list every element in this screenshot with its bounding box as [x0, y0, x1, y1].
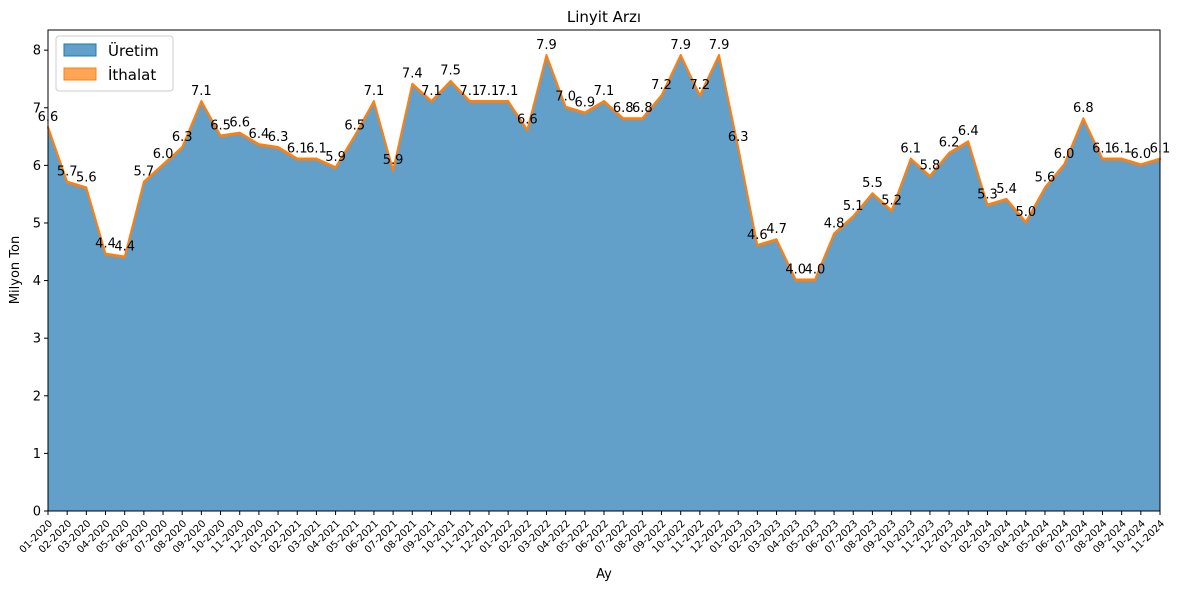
data-label: 7.1 [594, 84, 615, 99]
data-label: 7.1 [191, 84, 212, 99]
y-tick-label: 0 [33, 505, 41, 520]
y-axis-label: Milyon Ton [8, 236, 23, 304]
data-label: 6.4 [958, 124, 979, 139]
data-label: 6.8 [632, 101, 653, 116]
data-label: 5.9 [383, 153, 404, 168]
y-tick-label: 2 [33, 389, 41, 404]
data-label: 5.7 [57, 165, 78, 180]
data-label: 6.5 [344, 118, 365, 133]
data-label: 6.1 [287, 141, 308, 156]
data-label: 6.8 [1073, 101, 1094, 116]
data-label: 7.4 [402, 67, 423, 82]
legend-swatch [63, 67, 97, 81]
data-label: 6.6 [517, 113, 538, 128]
data-label: 7.2 [690, 78, 711, 93]
data-label: 6.1 [900, 141, 921, 156]
data-label: 7.9 [536, 38, 557, 53]
data-label: 5.5 [862, 176, 883, 191]
data-label: 5.9 [325, 150, 346, 165]
data-label: 5.2 [881, 193, 902, 208]
data-label: 6.5 [210, 118, 231, 133]
data-label: 7.1 [364, 84, 385, 99]
y-tick-label: 6 [33, 159, 41, 174]
x-axis-label: Ay [596, 567, 612, 582]
data-label: 6.3 [728, 130, 749, 145]
data-label: 4.8 [824, 216, 845, 231]
data-label: 6.9 [574, 95, 595, 110]
data-label: 7.9 [670, 38, 691, 53]
data-label: 4.0 [785, 262, 806, 277]
data-label: 6.1 [1092, 141, 1113, 156]
data-label: 4.0 [805, 262, 826, 277]
data-label: 5.8 [920, 159, 941, 174]
data-label: 6.3 [268, 130, 289, 145]
y-tick-label: 3 [33, 332, 41, 347]
y-tick-label: 5 [33, 216, 41, 231]
data-label: 6.1 [1150, 141, 1171, 156]
data-label: 7.1 [498, 84, 519, 99]
data-label: 7.5 [440, 64, 461, 79]
data-label: 6.6 [229, 116, 250, 131]
data-label: 5.6 [1035, 170, 1056, 185]
data-label: 7.9 [709, 38, 730, 53]
data-label: 4.7 [766, 222, 787, 237]
legend-swatch [63, 43, 97, 57]
data-label: 7.1 [421, 84, 442, 99]
series-uretim-area [48, 55, 1160, 512]
legend-label: İthalat [108, 65, 156, 84]
data-label: 6.0 [1054, 147, 1075, 162]
data-label: 7.1 [459, 84, 480, 99]
data-label: 4.4 [95, 237, 116, 252]
data-label: 5.7 [134, 165, 155, 180]
data-label: 7.2 [651, 78, 672, 93]
y-tick-label: 8 [33, 44, 41, 59]
data-label: 7.1 [479, 84, 500, 99]
data-label: 6.8 [613, 101, 634, 116]
y-tick-label: 4 [33, 274, 41, 289]
data-label: 6.0 [153, 147, 174, 162]
data-label: 4.4 [114, 239, 135, 254]
data-label: 5.6 [76, 170, 97, 185]
y-tick-label: 7 [33, 101, 41, 116]
data-label: 5.3 [977, 188, 998, 203]
data-label: 7.0 [555, 90, 576, 105]
data-label: 6.6 [38, 110, 59, 125]
chart-title: Linyit Arzı [567, 8, 641, 26]
data-label: 6.4 [249, 127, 270, 142]
data-label: 6.1 [306, 141, 327, 156]
data-label: 6.3 [172, 130, 193, 145]
data-label: 6.0 [1130, 147, 1151, 162]
legend-label: Üretim [108, 41, 159, 60]
data-label: 5.4 [996, 182, 1017, 197]
data-label: 5.0 [1015, 205, 1036, 220]
data-label: 6.1 [1111, 141, 1132, 156]
data-label: 4.6 [747, 228, 768, 243]
y-tick-label: 1 [33, 447, 41, 462]
data-label: 6.2 [939, 136, 960, 151]
legend: Üretim İthalat [55, 35, 174, 92]
data-label: 5.1 [843, 199, 864, 214]
